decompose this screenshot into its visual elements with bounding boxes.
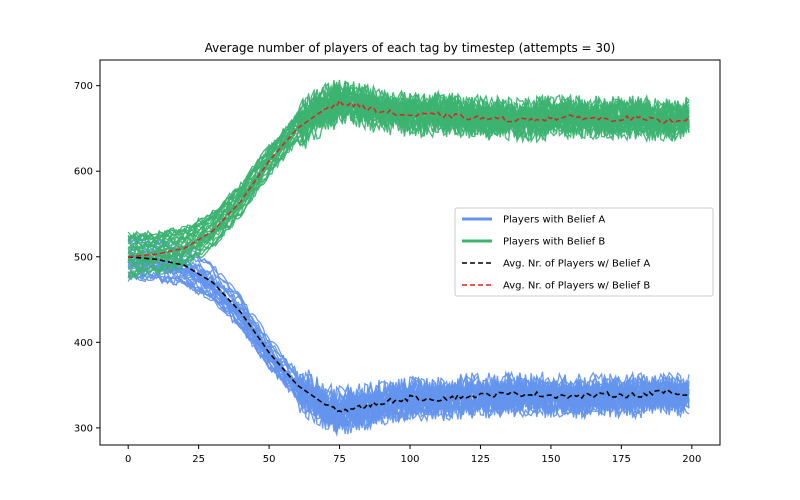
- average-line-b: [128, 98, 690, 258]
- run-line: [127, 91, 690, 259]
- y-tick-label: 300: [74, 423, 93, 434]
- x-tick-label: 100: [400, 454, 419, 465]
- run-line: [127, 91, 690, 258]
- y-tick-label: 400: [74, 338, 93, 349]
- simulation-runs: [127, 79, 690, 437]
- legend-label: Avg. Nr. of Players w/ Belief A: [503, 259, 650, 270]
- x-tick-label: 150: [541, 454, 560, 465]
- legend-label: Avg. Nr. of Players w/ Belief B: [503, 281, 650, 292]
- x-tick-label: 175: [612, 454, 631, 465]
- y-tick-label: 500: [74, 252, 93, 263]
- x-tick-label: 0: [125, 454, 131, 465]
- average-lines: [128, 98, 690, 413]
- y-tick-label: 600: [74, 167, 93, 178]
- run-line: [127, 273, 690, 435]
- run-line: [127, 271, 690, 437]
- x-tick-label: 25: [192, 454, 205, 465]
- legend-label: Players with Belief A: [503, 215, 605, 226]
- run-line: [127, 260, 690, 426]
- y-axis: 300 400 500 600 700: [74, 81, 100, 434]
- chart-title: Average number of players of each tag by…: [205, 41, 616, 55]
- x-tick-label: 50: [263, 454, 276, 465]
- x-tick-label: 125: [471, 454, 490, 465]
- run-line: [127, 273, 690, 435]
- y-tick-label: 700: [74, 81, 93, 92]
- x-tick-label: 200: [682, 454, 701, 465]
- run-line: [127, 89, 690, 263]
- legend: Players with Belief A Players with Belief…: [454, 207, 714, 297]
- average-line-a: [128, 256, 690, 413]
- legend-label: Players with Belief B: [503, 237, 605, 248]
- x-axis: 0 25 50 75 100 125 150 175 200: [125, 445, 701, 465]
- x-tick-label: 75: [333, 454, 346, 465]
- legend-box: [454, 207, 714, 297]
- run-line: [127, 233, 690, 418]
